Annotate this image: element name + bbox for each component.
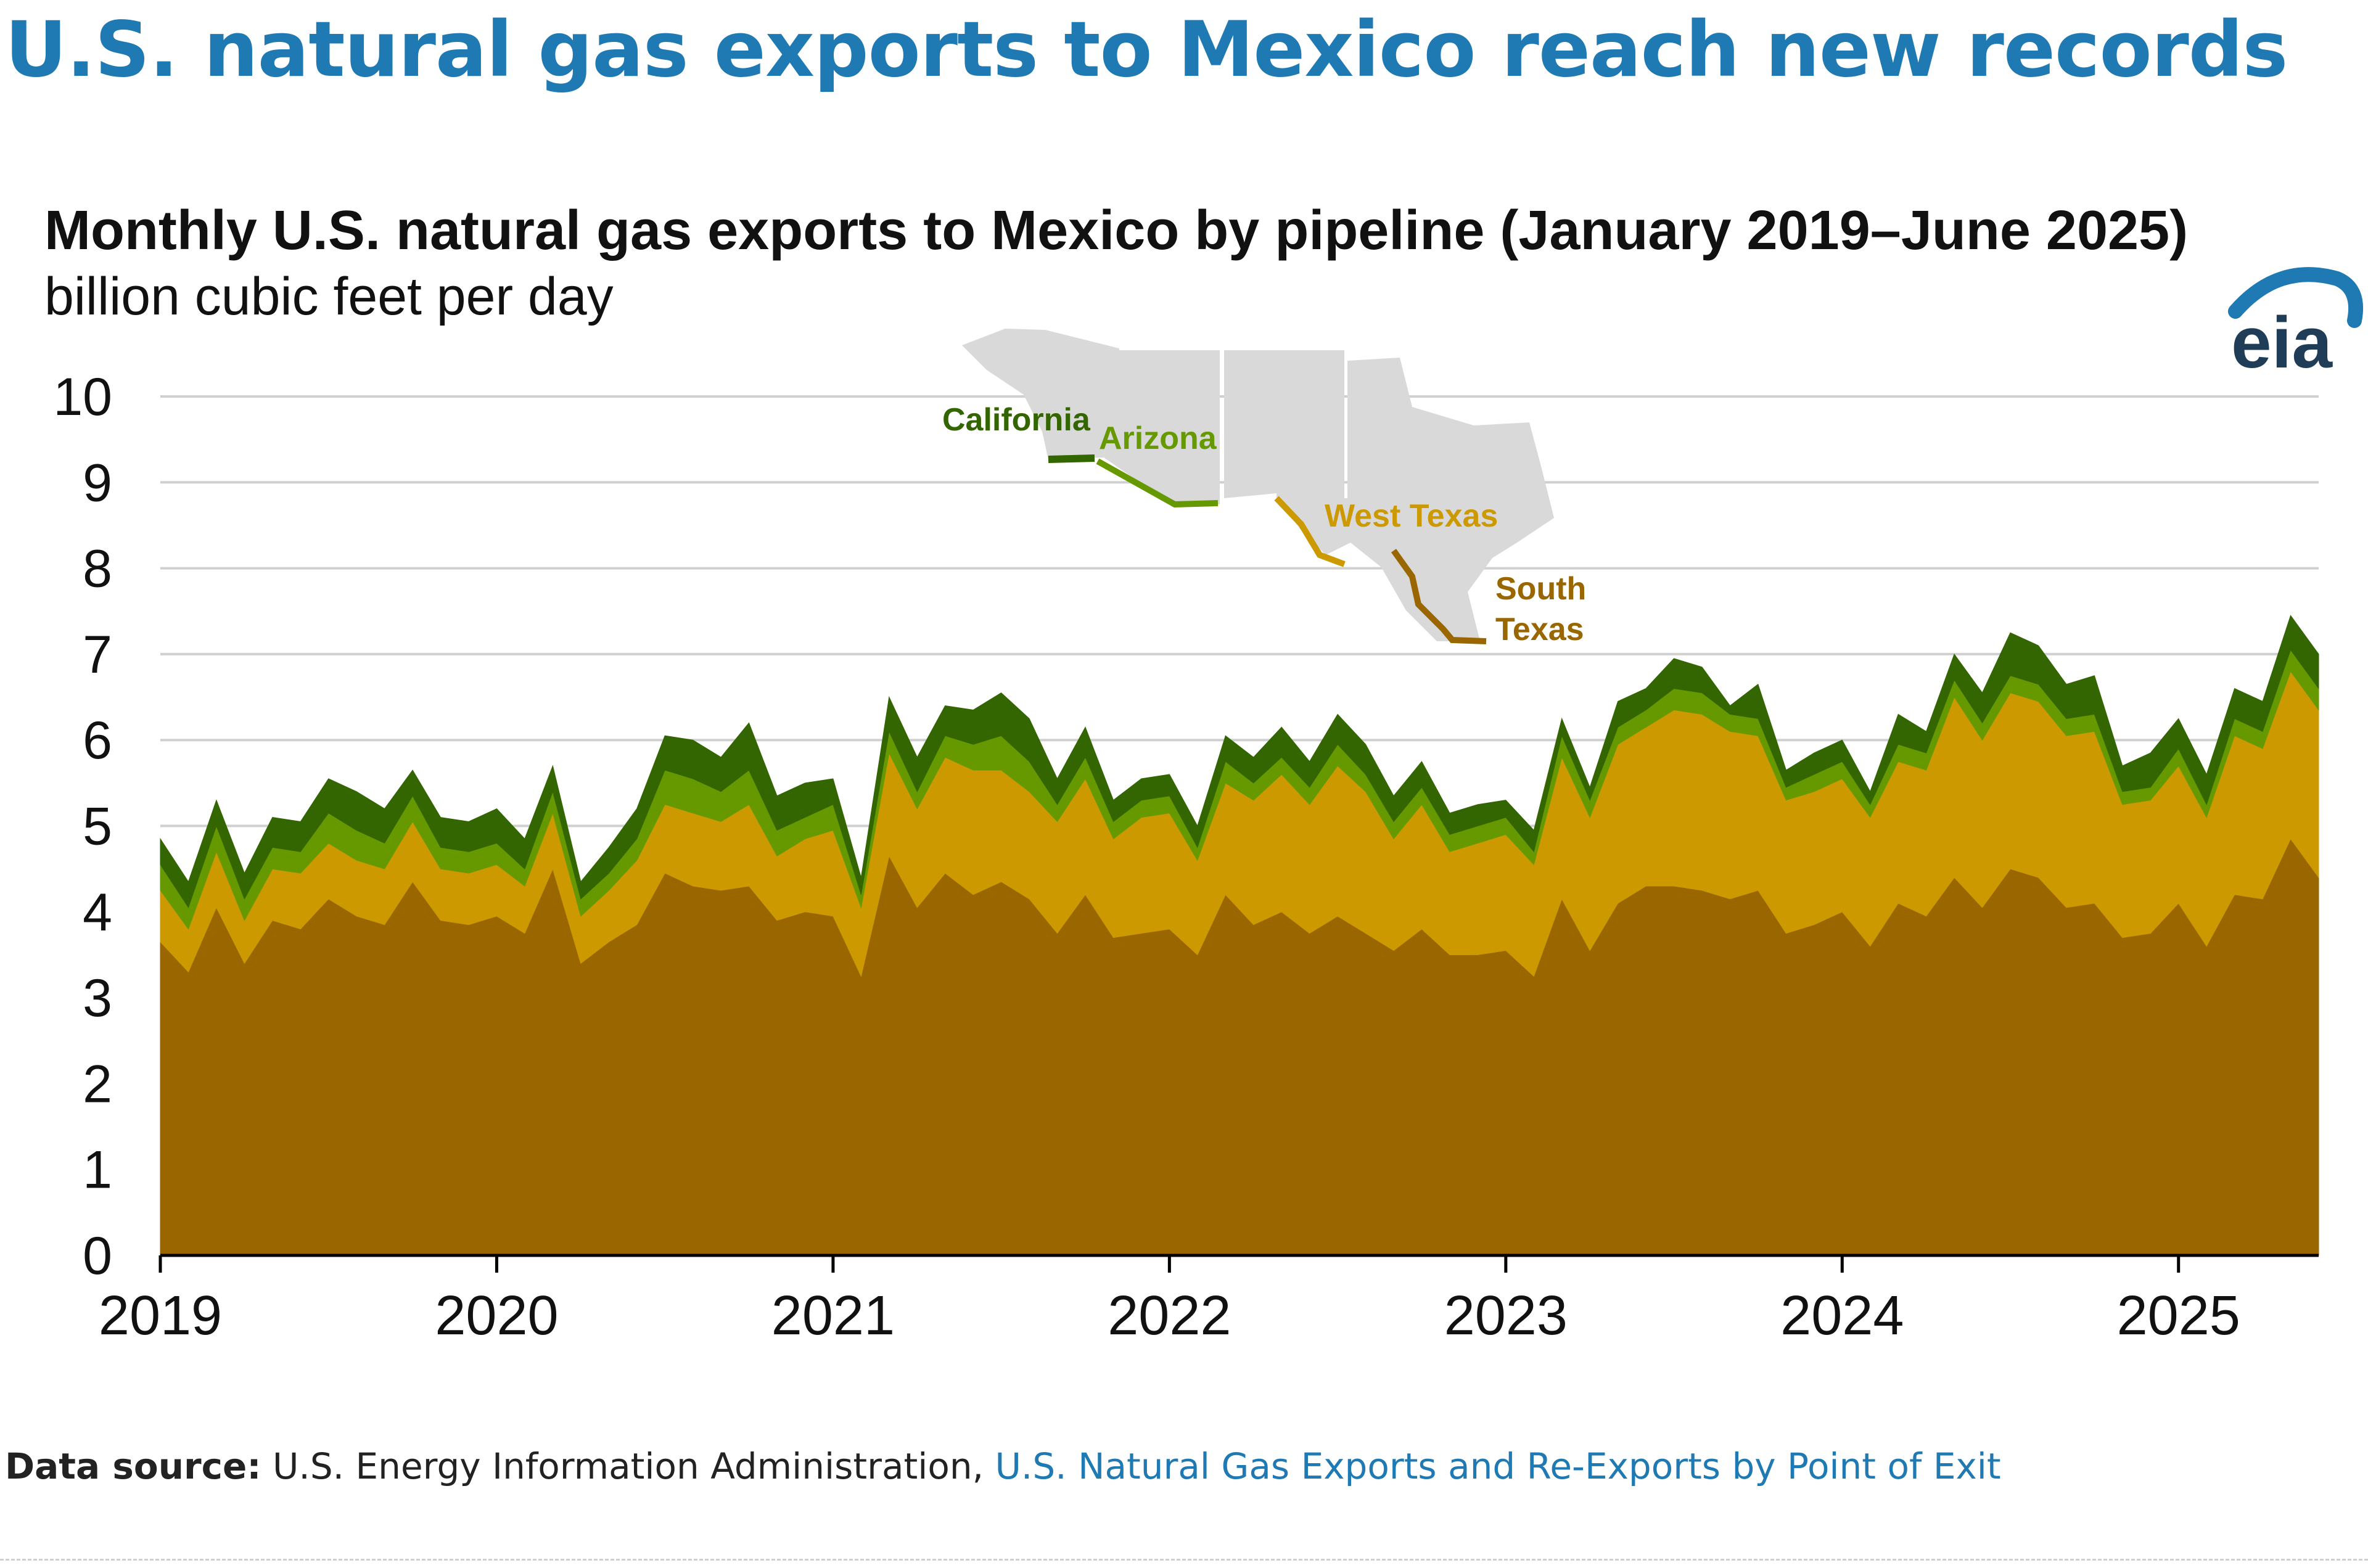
new-mexico-shape [1224,350,1344,498]
y-tick-label: 6 [83,711,112,770]
california-border-line [1048,454,1095,463]
y-tick-label: 0 [83,1226,112,1286]
bottom-divider [0,1559,2368,1561]
arizona-border-line [1096,458,1219,508]
source-label: Data source: [5,1445,261,1487]
y-tick-label: 9 [83,453,112,512]
y-tick-label: 3 [83,969,112,1028]
x-tick-label: 2021 [771,1285,895,1347]
map-label-south-texas-line2: Texas [1495,612,1584,647]
eia-logo-text: eia [2231,302,2333,384]
eia-logo-swoosh [2228,267,2364,328]
source-link[interactable]: U.S. Natural Gas Exports and Re-Exports … [995,1445,2001,1487]
x-tick-label: 2023 [1444,1285,1568,1347]
nevada-shape [1045,330,1119,407]
x-tick-label: 2022 [1108,1285,1231,1347]
inset-map: California Arizona West Texas South Texa… [942,329,1586,647]
texas-shape [1276,358,1554,641]
map-label-arizona: Arizona [1099,421,1217,456]
y-tick-label: 8 [83,540,112,599]
eia-logo: eia [2228,267,2364,384]
area-california [160,615,2319,908]
y-tick-label: 10 [53,367,112,427]
y-tick-label: 4 [83,883,112,942]
x-tick-label: 2024 [1780,1285,1904,1347]
map-label-south-texas-line1: South [1495,571,1586,607]
y-tick-label: 1 [83,1141,112,1200]
headline: U.S. natural gas exports to Mexico reach… [5,6,2288,94]
south-texas-border-line [1391,549,1487,644]
chart-title: Monthly U.S. natural gas exports to Mexi… [44,200,2189,261]
y-tick-label: 7 [83,625,112,684]
chart-units: billion cubic feet per day [44,267,614,326]
california-shape [962,329,1110,459]
arizona-shape [1104,350,1220,504]
source-note: Data source: U.S. Energy Information Adm… [5,1442,2001,1491]
map-label-california: California [942,402,1091,438]
west-texas-border-line [1274,496,1346,567]
x-tick-label: 2025 [2117,1285,2240,1347]
y-tick-label: 2 [83,1054,112,1114]
source-text: U.S. Energy Information Administration, [272,1445,984,1487]
map-label-west-texas: West Texas [1325,498,1498,534]
y-tick-label: 5 [83,797,112,856]
x-tick-label: 2020 [435,1285,558,1347]
x-tick-label: 2019 [99,1285,222,1347]
